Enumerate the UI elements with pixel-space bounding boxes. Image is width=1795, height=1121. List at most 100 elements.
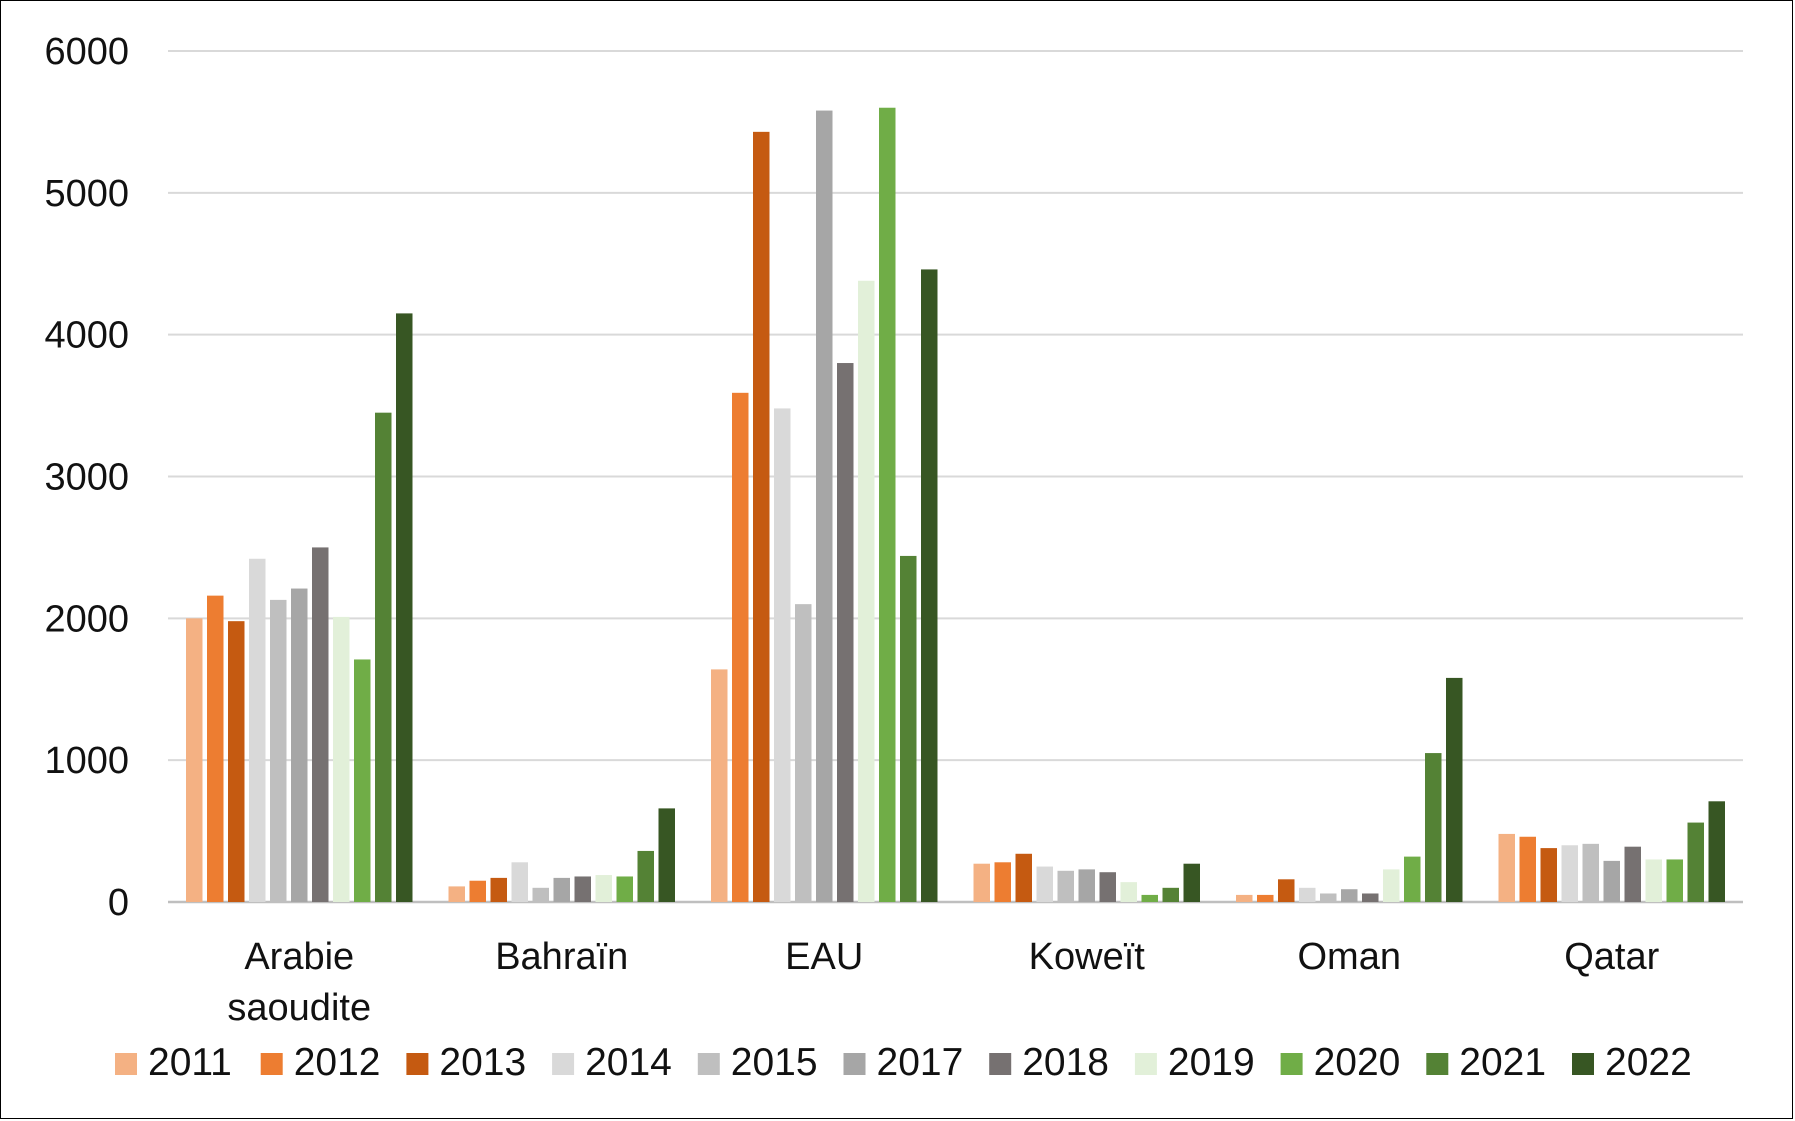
bar-2021 <box>375 412 392 902</box>
bar-2013 <box>1015 853 1032 902</box>
bar-2015 <box>1057 870 1074 902</box>
legend-swatch <box>697 1053 720 1075</box>
bar-2019 <box>333 616 350 902</box>
bar-2012 <box>732 392 749 902</box>
y-tick-label: 2000 <box>44 598 129 640</box>
legend-label: 2018 <box>1022 1041 1109 1084</box>
bar-2017 <box>1078 869 1095 902</box>
bar-2022 <box>1183 863 1200 902</box>
bar-2011 <box>448 886 465 902</box>
bar-2021 <box>900 555 917 902</box>
legend-swatch <box>260 1053 283 1075</box>
bar-2020 <box>1141 894 1158 902</box>
bar-2013 <box>753 131 770 903</box>
bar-2011 <box>711 669 728 902</box>
legend-label: 2019 <box>1168 1041 1255 1084</box>
bar-2012 <box>207 595 224 902</box>
x-category-label: saoudite <box>227 987 371 1029</box>
y-tick-label: 5000 <box>44 173 129 215</box>
bar-2018 <box>574 876 591 902</box>
bar-2021 <box>1687 822 1704 902</box>
bar-2014 <box>249 558 266 902</box>
bar-2017 <box>1341 889 1358 902</box>
bar-2020 <box>616 876 633 902</box>
bar-2015 <box>1582 843 1599 902</box>
x-category-label: Oman <box>1298 936 1401 978</box>
bar-2020 <box>354 659 371 902</box>
legend-swatch <box>989 1053 1012 1075</box>
x-category-label: Koweït <box>1029 936 1146 978</box>
bar-2013 <box>490 877 507 902</box>
legend-swatch <box>1280 1053 1303 1075</box>
legend-label: 2013 <box>439 1041 526 1084</box>
bar-2015 <box>532 887 549 902</box>
bar-2012 <box>469 880 486 902</box>
bar-2022 <box>1446 677 1463 902</box>
bar-2014 <box>511 862 528 902</box>
bar-2019 <box>1645 859 1662 902</box>
bar-2012 <box>994 862 1011 902</box>
legend-swatch <box>552 1053 575 1075</box>
legend-label: 2020 <box>1314 1041 1401 1084</box>
bar-2020 <box>1666 859 1683 902</box>
legend-label: 2012 <box>294 1041 381 1084</box>
bar-2019 <box>858 280 875 902</box>
bar-2022 <box>921 269 938 902</box>
bar-2020 <box>879 107 896 902</box>
y-tick-label: 0 <box>108 882 129 924</box>
legend-label: 2017 <box>877 1041 964 1084</box>
bar-2022 <box>1708 801 1725 902</box>
bar-2011 <box>973 863 990 902</box>
bar-2013 <box>1278 879 1295 902</box>
legend-swatch <box>1426 1053 1449 1075</box>
x-category-label: Qatar <box>1564 936 1659 978</box>
bar-2020 <box>1404 856 1421 902</box>
bar-2021 <box>1162 887 1179 902</box>
x-category-label: Arabie <box>244 936 354 978</box>
bar-2015 <box>795 604 812 902</box>
bar-2013 <box>228 621 245 902</box>
bar-2021 <box>637 850 654 902</box>
bar-2022 <box>396 313 413 902</box>
bar-2019 <box>595 875 612 902</box>
bar-2019 <box>1383 869 1400 902</box>
bar-2018 <box>1362 893 1379 902</box>
legend-swatch <box>406 1053 429 1075</box>
bar-2011 <box>186 618 203 902</box>
y-tick-label: 3000 <box>44 457 129 499</box>
x-category-label: Bahraïn <box>495 936 628 978</box>
bar-2017 <box>553 877 570 902</box>
bar-2014 <box>774 408 791 902</box>
bar-2015 <box>270 599 287 902</box>
bar-2022 <box>658 808 675 902</box>
y-tick-label: 1000 <box>44 740 129 782</box>
legend-swatch <box>1134 1053 1157 1075</box>
bar-2017 <box>1603 860 1620 902</box>
bar-2014 <box>1299 887 1316 902</box>
bar-2014 <box>1561 845 1578 902</box>
bar-2019 <box>1120 882 1137 902</box>
legend-swatch <box>843 1053 866 1075</box>
legend-label: 2022 <box>1605 1041 1692 1084</box>
bar-2012 <box>1519 836 1536 902</box>
bar-2018 <box>1624 846 1641 902</box>
bar-2013 <box>1540 848 1557 902</box>
legend-swatch <box>1572 1053 1594 1075</box>
bar-2018 <box>312 547 329 902</box>
bar-2017 <box>816 110 833 902</box>
legend-swatch <box>115 1053 137 1075</box>
bar-2015 <box>1320 893 1337 902</box>
bar-2018 <box>1099 872 1116 902</box>
legend-label: 2021 <box>1459 1041 1546 1084</box>
bar-2021 <box>1425 753 1442 902</box>
bar-2018 <box>837 363 854 902</box>
bar-2011 <box>1236 894 1253 902</box>
legend-label: 2015 <box>731 1041 818 1084</box>
y-tick-label: 4000 <box>44 315 129 357</box>
y-tick-label: 6000 <box>44 31 129 73</box>
bar-2011 <box>1498 833 1515 902</box>
bar-2012 <box>1257 894 1274 902</box>
legend-label: 2011 <box>148 1041 232 1084</box>
